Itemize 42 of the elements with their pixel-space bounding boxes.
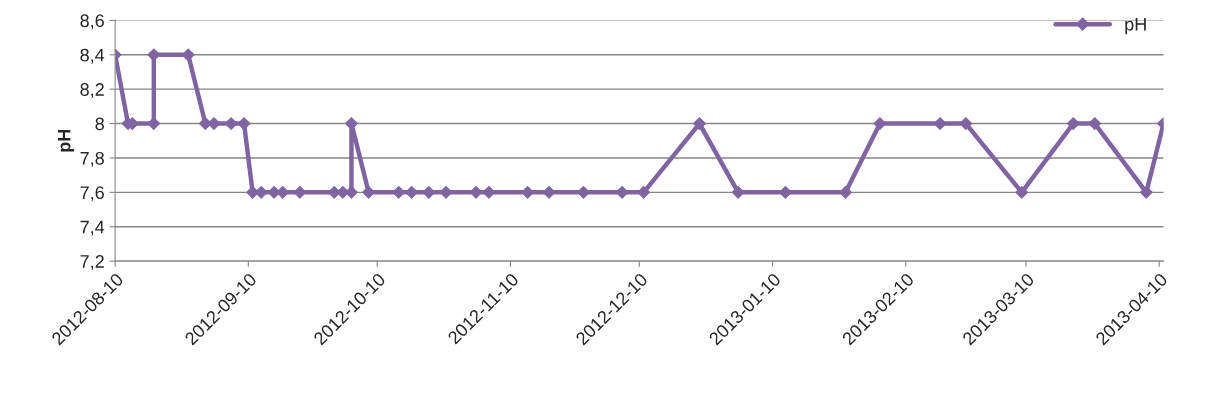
point bbox=[637, 185, 651, 199]
y-axis-title: pH bbox=[57, 129, 75, 152]
point bbox=[422, 185, 436, 199]
point bbox=[615, 185, 629, 199]
point bbox=[542, 185, 556, 199]
point bbox=[577, 185, 590, 199]
point bbox=[521, 185, 535, 199]
point bbox=[293, 185, 307, 199]
y-tick-label: 7,2 bbox=[80, 255, 104, 270]
point bbox=[362, 185, 376, 199]
point bbox=[392, 185, 406, 199]
y-tick-label: 7,6 bbox=[80, 186, 104, 202]
point bbox=[147, 117, 161, 130]
point bbox=[731, 185, 745, 199]
point bbox=[693, 117, 706, 130]
point bbox=[1088, 117, 1102, 130]
point bbox=[1066, 117, 1080, 130]
point bbox=[1015, 185, 1029, 199]
point bbox=[779, 185, 792, 199]
point bbox=[469, 185, 483, 199]
y-tick-label: 7,8 bbox=[80, 151, 104, 167]
point bbox=[276, 185, 290, 199]
point bbox=[439, 185, 453, 199]
point bbox=[839, 185, 852, 199]
point bbox=[224, 117, 238, 130]
point bbox=[181, 48, 195, 62]
y-tick-label: 8,4 bbox=[80, 48, 105, 64]
point bbox=[345, 185, 358, 199]
point bbox=[959, 117, 973, 130]
point bbox=[237, 117, 251, 130]
y-tick-label: 8,2 bbox=[80, 83, 104, 99]
point bbox=[345, 117, 358, 130]
y-tick-label: 8 bbox=[95, 117, 104, 131]
point bbox=[482, 185, 496, 199]
y-tick-label: 7,4 bbox=[80, 220, 105, 236]
legend-label: pH bbox=[1125, 18, 1146, 35]
point bbox=[933, 117, 947, 130]
point bbox=[405, 185, 419, 199]
point bbox=[147, 48, 161, 62]
point bbox=[873, 117, 887, 130]
point bbox=[1139, 185, 1153, 199]
y-tick-label: 8,6 bbox=[80, 14, 104, 30]
